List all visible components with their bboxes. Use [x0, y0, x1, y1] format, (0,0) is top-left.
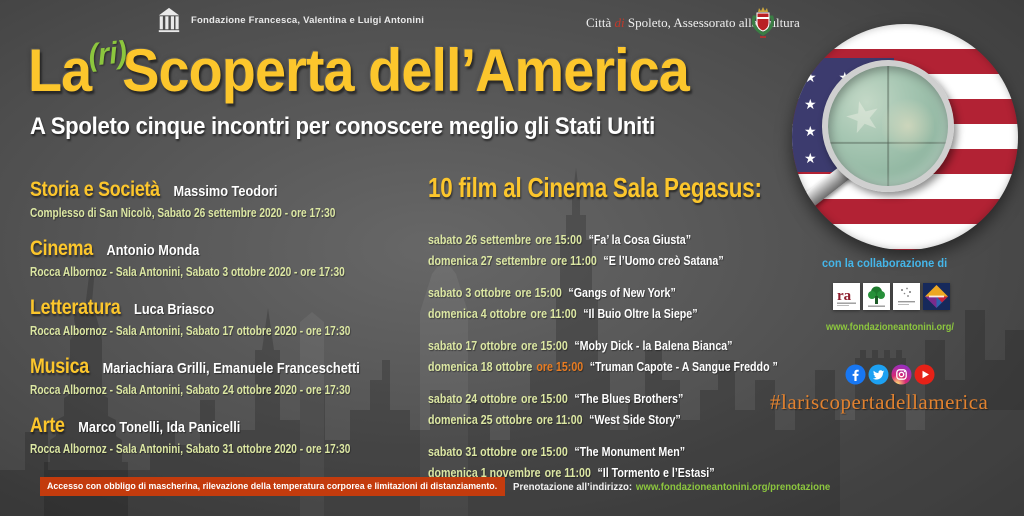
film-row: domenica 4 ottobre ore 11:00 “Il Buio Oltr… — [428, 306, 698, 321]
twitter-icon[interactable] — [868, 364, 889, 385]
tree-logo — [863, 283, 890, 310]
event-category: Musica — [30, 355, 89, 378]
event-speaker: Luca Briasco — [134, 301, 215, 318]
city-text-pre: Città — [586, 15, 615, 30]
campaign-hashtag[interactable]: #lariscopertadellamerica — [770, 390, 989, 414]
title-rest: Scoperta dell’America — [122, 37, 690, 104]
city-text-di: di — [614, 15, 625, 30]
title-ri: (ri) — [87, 34, 129, 73]
foundation-logo-icon — [158, 7, 180, 33]
event-speaker: Antonio Monda — [106, 242, 200, 259]
film-row: sabato 17 ottobre ore 15:00 “Moby Dick - l… — [428, 338, 733, 353]
film-row: domenica 27 settembre ore 11:00 “E l’Uomo … — [428, 253, 724, 268]
instagram-icon[interactable] — [891, 364, 912, 385]
covid-notice-bar: Accesso con obbligo di mascherina, rilev… — [40, 477, 505, 496]
magnifier-lens-icon — [822, 60, 954, 192]
event-speaker: Mariachiara Grilli, Emanuele Franceschet… — [102, 360, 360, 377]
spoleto-coat-of-arms-icon — [751, 7, 775, 38]
event-venue: Complesso di San Nicolò, Sabato 26 sette… — [30, 205, 336, 220]
event-venue: Rocca Albornoz - Sala Antonini, Sabato 3… — [30, 441, 351, 456]
event-venue: Rocca Albornoz - Sala Antonini, Sabato 2… — [30, 382, 351, 397]
collaboration-logos: ra — [833, 283, 950, 310]
film-group: sabato 24 ottobre ore 15:00 “The Blues Bro… — [428, 388, 848, 430]
foundation-website-link[interactable]: www.fondazioneantonini.org/ — [826, 322, 954, 333]
film-group: sabato 3 ottobre ore 15:00 “Gangs of New Y… — [428, 282, 848, 324]
booking-label: Prenotazione all’indirizzo: — [513, 481, 633, 493]
event-venue: Rocca Albornoz - Sala Antonini, Sabato 3… — [30, 264, 345, 279]
diamond-logo — [923, 283, 950, 310]
event-category: Cinema — [30, 237, 93, 260]
event-item-cinema: Cinema Antonio Monda Rocca Albornoz - Sal… — [30, 237, 430, 279]
film-row-highlighted-time: domenica 18 ottobre ore 15:00 “Truman Capo… — [428, 359, 778, 374]
film-group: sabato 26 settembre ore 15:00 “Fa’ la Cosa… — [428, 229, 848, 271]
us-flag-badge: ★ ★ ★ ★ ★ ★ ★ ★ ★ ★ ★ ★ — [792, 24, 1018, 250]
facebook-icon[interactable] — [845, 364, 866, 385]
sala-pegasus-logo — [893, 283, 920, 310]
poster-subtitle: A Spoleto cinque incontri per conoscere … — [30, 113, 655, 140]
film-row: domenica 25 ottobre ore 11:00 “West Side S… — [428, 412, 681, 427]
foundation-header: Fondazione Francesca, Valentina e Luigi … — [156, 7, 424, 33]
film-group: sabato 31 ottobre ore 15:00 “The Monument … — [428, 441, 848, 483]
event-category: Storia e Società — [30, 178, 160, 201]
svg-text:ra: ra — [837, 288, 852, 304]
event-item-storia: Storia e Società Massimo Teodori Compless… — [30, 178, 430, 220]
title-la: La — [28, 37, 92, 104]
youtube-icon[interactable] — [914, 364, 935, 385]
event-category: Letteratura — [30, 296, 121, 319]
film-row: sabato 3 ottobre ore 15:00 “Gangs of New Y… — [428, 285, 676, 300]
event-speaker: Massimo Teodori — [173, 183, 278, 200]
film-row: sabato 24 ottobre ore 15:00 “The Blues Bro… — [428, 391, 684, 406]
booking-line: Prenotazione all’indirizzo: www.fondazion… — [513, 481, 830, 493]
films-section: 10 film al Cinema Sala Pegasus: sabato 2… — [428, 172, 848, 494]
foundation-name: Fondazione Francesca, Valentina e Luigi … — [191, 14, 425, 26]
films-heading: 10 film al Cinema Sala Pegasus: — [428, 172, 762, 203]
event-item-musica: Musica Mariachiara Grilli, Emanuele Franc… — [30, 355, 430, 397]
film-group: sabato 17 ottobre ore 15:00 “Moby Dick - l… — [428, 335, 848, 377]
event-speaker: Marco Tonelli, Ida Panicelli — [78, 419, 241, 436]
booking-url-link[interactable]: www.fondazioneantonini.org/prenotazione — [635, 481, 831, 493]
event-category: Arte — [30, 414, 65, 437]
events-list: Storia e Società Massimo Teodori Compless… — [30, 178, 430, 473]
covid-notice-text: Accesso con obbligo di mascherina, rilev… — [47, 481, 498, 492]
event-item-letteratura: Letteratura Luca Briasco Rocca Albornoz -… — [30, 296, 430, 338]
social-icons — [845, 364, 935, 385]
event-item-arte: Arte Marco Tonelli, Ida Panicelli Rocca A… — [30, 414, 430, 456]
event-venue: Rocca Albornoz - Sala Antonini, Sabato 1… — [30, 323, 351, 338]
collaboration-label: con la collaborazione di — [822, 256, 948, 270]
film-row: sabato 26 settembre ore 15:00 “Fa’ la Cosa… — [428, 232, 692, 247]
film-row: sabato 31 ottobre ore 15:00 “The Monument … — [428, 444, 686, 459]
film-row: domenica 1 novembre ore 11:00 “Il Tormento… — [428, 465, 715, 480]
poster-title: La(ri)Scoperta dell’America — [28, 34, 690, 105]
ra-logo: ra — [833, 283, 860, 310]
